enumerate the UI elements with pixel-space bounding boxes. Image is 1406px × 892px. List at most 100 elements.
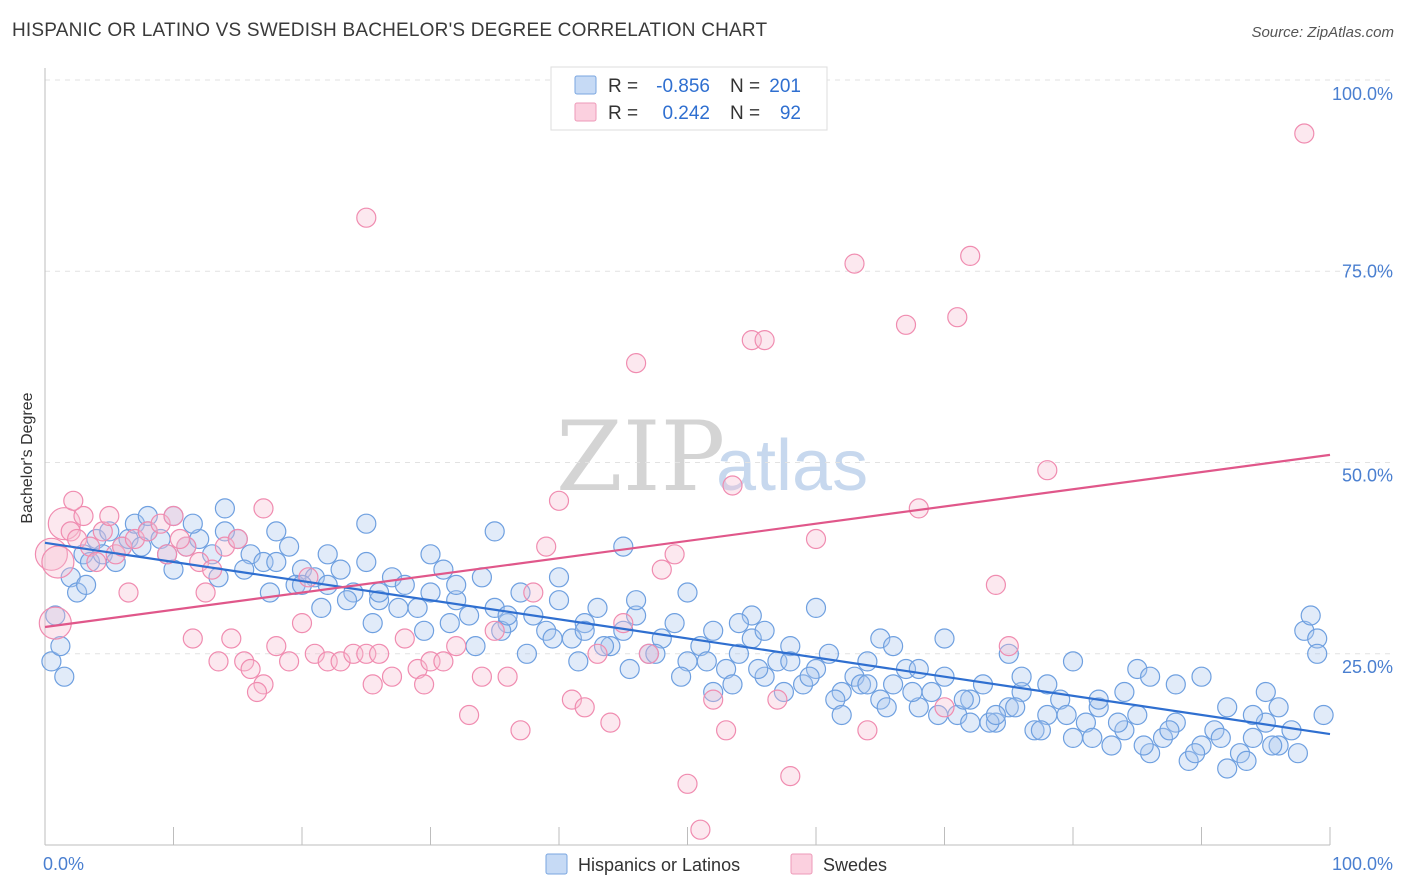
hispanics-point: [1210, 727, 1231, 749]
swedes-point: [561, 689, 583, 710]
swedes-point: [754, 330, 775, 351]
hispanics-point: [1011, 666, 1032, 687]
hispanics-point: [279, 536, 300, 557]
hispanics-point: [163, 559, 184, 580]
hispanics-point: [420, 582, 441, 603]
swedes-point: [79, 536, 101, 557]
swedes-point: [638, 643, 660, 664]
hispanics-point: [266, 521, 287, 542]
swedes-point: [163, 505, 184, 527]
hispanics-point: [491, 620, 512, 641]
hispanics-point: [780, 635, 801, 657]
axes: [44, 68, 1331, 846]
hispanics-point: [1255, 681, 1276, 703]
swedes-point: [137, 521, 158, 542]
hispanics-point: [1133, 735, 1154, 756]
hispanics-point: [722, 674, 743, 695]
swedes-point: [195, 582, 216, 603]
swedes-point: [484, 620, 505, 641]
hispanics-point: [741, 605, 762, 626]
x-tick-label-min: 0.0%: [43, 854, 84, 874]
hispanics-point: [388, 597, 409, 619]
hispanics-point: [960, 712, 981, 733]
swedes-point: [960, 245, 981, 266]
swedes-point: [92, 521, 113, 542]
swedes-point: [381, 666, 403, 687]
swedes-point: [63, 490, 84, 511]
hispanics-point: [41, 651, 62, 672]
source-label: Source: ZipAtlas.com: [1251, 24, 1394, 41]
stats-n-value-2: 92: [780, 103, 801, 124]
swedes-point: [857, 720, 878, 741]
hispanics-point: [728, 643, 750, 664]
swedes-point: [369, 643, 390, 664]
swedes-point: [895, 314, 917, 335]
swedes-point: [214, 536, 235, 557]
watermark-zip: ZIP: [556, 401, 725, 513]
stats-r-label-1: R =: [608, 76, 638, 97]
swedes-point: [291, 612, 313, 634]
hispanics-point: [542, 628, 563, 649]
x-tick-label-max: 100.0%: [1332, 854, 1393, 874]
swedes-point: [208, 651, 229, 672]
series-swedes-points: [34, 123, 1315, 840]
hispanics-point: [1300, 605, 1321, 626]
hispanics-point: [1082, 727, 1103, 749]
swedes-point: [548, 490, 570, 511]
hispanics-point: [780, 651, 801, 672]
hispanics-point: [882, 674, 904, 695]
swedes-point: [600, 712, 621, 733]
swedes-point: [471, 666, 492, 687]
stats-n-label-2: N =: [730, 103, 760, 124]
hispanics-point: [857, 674, 878, 695]
legend-swatch-swedes: [790, 853, 813, 875]
hispanics-point: [998, 643, 1019, 664]
hispanics-point: [1287, 743, 1309, 764]
hispanics-point: [497, 605, 518, 626]
hispanics-point: [934, 628, 955, 649]
hispanics-point: [908, 697, 929, 718]
swedes-point: [407, 658, 428, 680]
hispanics-point: [953, 689, 974, 710]
hispanics-point: [266, 551, 287, 573]
series-legend: Hispanics or Latinos Swedes: [545, 853, 887, 875]
hispanics-point: [214, 521, 235, 542]
hispanics-point: [574, 620, 595, 641]
hispanics-point: [831, 704, 852, 726]
legend-label-hispanics: Hispanics or Latinos: [578, 855, 740, 875]
hispanics-point: [1107, 712, 1129, 733]
hispanics-point: [728, 612, 750, 634]
hispanics-point: [548, 590, 570, 611]
swedes-point: [73, 505, 94, 527]
hispanics-point: [1139, 666, 1161, 687]
swedes-point: [459, 704, 480, 726]
hispanics-point: [1242, 704, 1264, 726]
hispanics-point: [677, 582, 698, 603]
hispanics-point: [1165, 674, 1186, 695]
hispanics-point: [202, 544, 223, 565]
hispanics-point: [1037, 674, 1058, 695]
hispanics-point: [471, 567, 492, 588]
hispanics-point: [336, 590, 358, 611]
hispanics-point: [362, 612, 383, 634]
hispanics-point: [908, 658, 929, 680]
hispanics-point: [1184, 743, 1206, 764]
hispanics-point: [1313, 704, 1334, 726]
hispanics-point: [600, 635, 621, 657]
swedes-point: [715, 720, 737, 741]
hispanics-point: [182, 513, 203, 534]
swedes-point: [677, 773, 698, 794]
hispanics-point: [985, 712, 1007, 733]
hispanics-point: [240, 544, 261, 565]
stats-r-value-2: 0.242: [662, 103, 710, 124]
swedes-point: [651, 559, 672, 580]
swedes-point: [41, 545, 75, 579]
swedes-point: [703, 689, 724, 710]
hispanics-point: [1101, 735, 1122, 756]
swedes-point: [536, 536, 557, 557]
hispanics-point: [1127, 658, 1148, 680]
hispanics-point: [50, 635, 71, 657]
swedes-point: [998, 635, 1019, 657]
hispanics-point: [1159, 720, 1180, 741]
